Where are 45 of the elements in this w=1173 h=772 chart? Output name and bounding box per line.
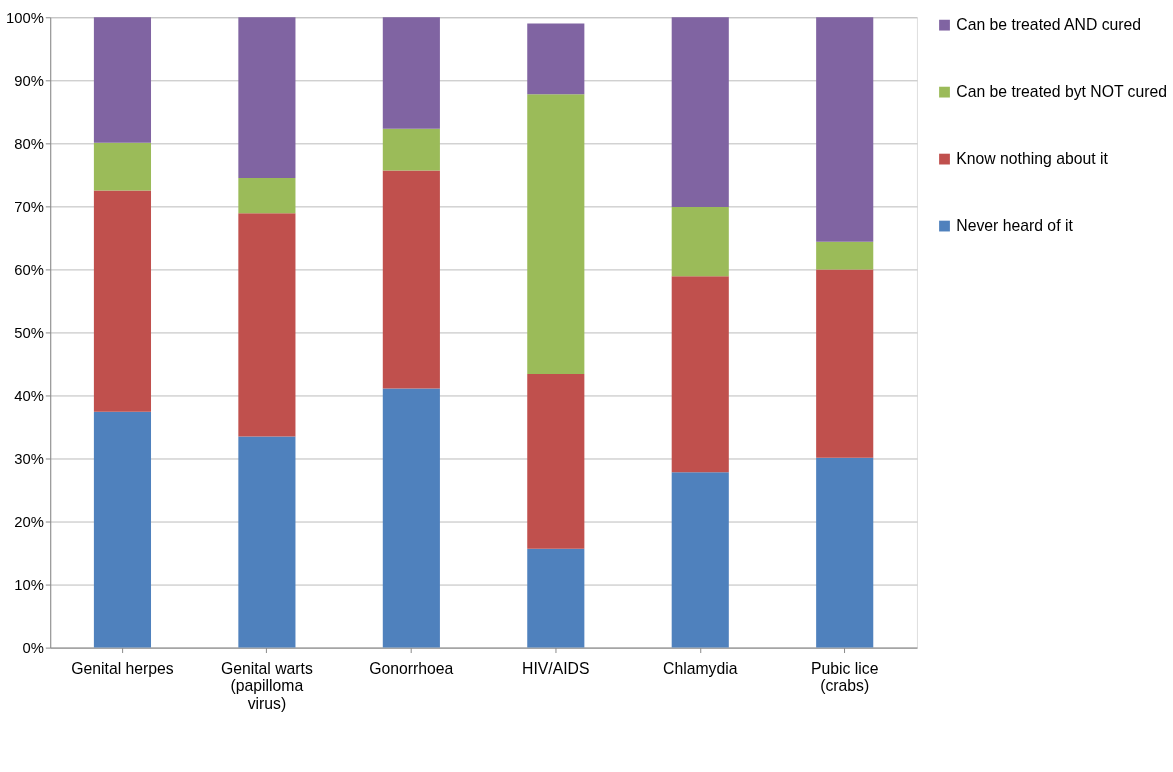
bar — [527, 548, 585, 648]
x-tick-label: Chlamydia — [663, 659, 738, 677]
x-tick-label: Gonorrhoea — [369, 659, 454, 677]
y-tick-label: 90% — [14, 72, 44, 89]
bar — [816, 457, 874, 648]
bar — [671, 207, 729, 277]
bar — [527, 23, 585, 95]
legend-label: Never heard of it — [956, 216, 1074, 234]
bar — [93, 411, 152, 648]
bar — [527, 94, 585, 375]
legend-label: Can be treated byt NOT cured — [956, 83, 1168, 101]
y-tick-label: 80% — [14, 135, 44, 152]
bar — [816, 269, 874, 458]
bar — [93, 17, 152, 143]
y-tick-label: 100% — [6, 9, 44, 26]
y-tick-label: 20% — [14, 513, 44, 530]
bar — [816, 17, 874, 242]
bar — [382, 170, 440, 389]
y-tick-label: 60% — [14, 261, 44, 278]
y-tick-label: 10% — [14, 576, 44, 593]
bar — [93, 190, 152, 412]
x-tick-label: Genital herpes — [71, 659, 174, 677]
bar — [671, 276, 729, 473]
x-tick-label: Pubic lice (crabs) — [810, 659, 879, 695]
bar — [527, 374, 585, 549]
bar — [238, 17, 296, 179]
x-tick-label: HIV/AIDS — [522, 659, 590, 677]
bar — [238, 213, 296, 437]
bar — [238, 178, 296, 214]
y-tick-label: 30% — [14, 450, 44, 467]
bar — [671, 17, 729, 207]
y-tick-label: 40% — [14, 387, 44, 404]
bar — [816, 241, 874, 270]
bar — [93, 142, 152, 191]
x-tick-label: Genital warts (papilloma virus) — [220, 659, 313, 713]
y-tick-label: 0% — [22, 640, 44, 657]
bar — [671, 472, 729, 648]
bar — [382, 388, 440, 648]
legend-label: Know nothing about it — [956, 150, 1109, 168]
y-tick-label: 50% — [14, 324, 44, 341]
bar — [238, 436, 296, 648]
bar — [382, 17, 440, 129]
y-tick-label: 70% — [14, 198, 44, 215]
legend-label: Can be treated AND cured — [956, 16, 1142, 34]
bar — [382, 128, 440, 171]
